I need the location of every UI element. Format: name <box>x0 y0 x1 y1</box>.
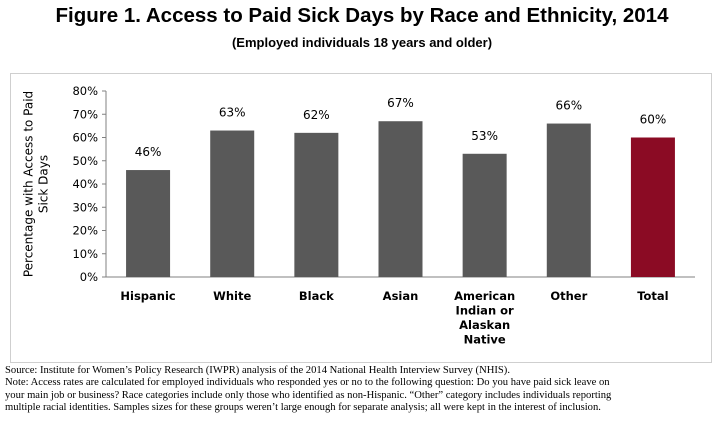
category-label: White <box>213 289 251 303</box>
data-label: 63% <box>219 106 246 120</box>
chart-subtitle: (Employed individuals 18 years and older… <box>231 35 493 50</box>
chart-frame: 0% 10% 20% 30% 40% 50% 60% 70% 80% Percentage wit… <box>10 73 712 363</box>
data-label: 66% <box>555 99 582 113</box>
y-axis-label: Sick Days <box>37 155 51 213</box>
note-line: multiple racial identities. Samples size… <box>5 402 601 414</box>
data-label: 60% <box>640 113 667 127</box>
y-tick-label: 40% <box>72 177 98 191</box>
chart-notes: Source: Institute for Women’s Policy Res… <box>5 365 721 415</box>
bar <box>378 121 423 277</box>
source-note: Source: Institute for Women’s Policy Res… <box>5 365 510 376</box>
category-label: Indian or <box>456 304 514 318</box>
bar <box>210 130 255 277</box>
y-axis-label: Percentage with Access to Paid <box>22 91 36 277</box>
y-tick-label: 60% <box>72 131 98 145</box>
data-label: 62% <box>303 108 330 122</box>
y-tick-label: 30% <box>72 200 98 214</box>
y-tick-label: 70% <box>72 107 98 121</box>
bar <box>126 170 171 277</box>
y-tick-label: 80% <box>72 84 98 98</box>
bar-chart: 0% 10% 20% 30% 40% 50% 60% 70% 80% Percentage wit… <box>22 84 695 347</box>
category-label: American <box>454 289 515 303</box>
category-label: Black <box>299 289 334 303</box>
chart-title: Figure 1. Access to Paid Sick Days by Ra… <box>55 4 669 27</box>
category-label: Native <box>464 333 506 347</box>
y-tick-label: 20% <box>72 224 98 238</box>
category-label: Total <box>637 289 668 303</box>
y-tick-label: 0% <box>80 270 98 284</box>
bar <box>294 132 339 277</box>
category-label: Hispanic <box>120 289 176 303</box>
data-label: 67% <box>387 96 414 110</box>
data-label: 53% <box>471 129 498 143</box>
note-line: your main job or business? Race categori… <box>5 389 612 401</box>
bar <box>630 137 675 277</box>
y-tick-label: 50% <box>72 154 98 168</box>
y-tick-label: 10% <box>72 247 98 261</box>
category-label: Asian <box>383 289 419 303</box>
data-label: 46% <box>135 145 162 159</box>
note-line: Note: Access rates are calculated for em… <box>5 377 610 389</box>
category-label: Other <box>550 289 587 303</box>
bar <box>546 123 591 277</box>
bar <box>462 153 507 277</box>
category-label: Alaskan <box>459 318 510 332</box>
